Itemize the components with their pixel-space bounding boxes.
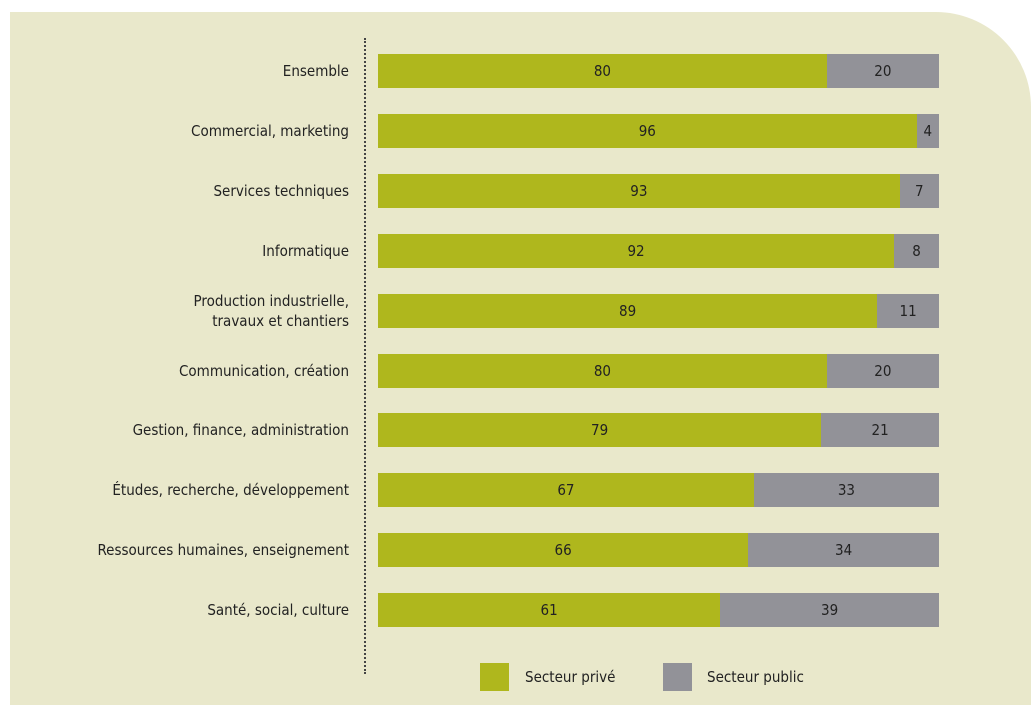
category-axis-line [364,38,366,674]
category-label-line: Ensemble [282,62,349,80]
bar-segment-private: 80 [378,54,827,88]
data-label-private: 80 [593,62,611,80]
bar-segment-public: 21 [821,413,939,448]
data-label-private: 96 [638,121,656,140]
category-label-line: Services techniques [213,181,349,200]
data-label-public: 39 [821,601,839,620]
data-label-private: 66 [554,541,572,560]
data-label-private: 67 [557,481,575,500]
bar-segment-private: 96 [378,113,917,148]
bar-segment-public: 39 [720,593,939,628]
category-label: Santé, social, culture [207,600,349,620]
category-label-line: Gestion, finance, administration [132,421,349,440]
data-label-public: 34 [835,541,853,560]
data-label-public: 20 [874,62,892,80]
bar-segment-private: 66 [378,533,749,568]
category-label: Études, recherche, développement [112,480,349,500]
category-label-line: Ressources humaines, enseignement [97,541,349,560]
category-label-line: Informatique [262,241,349,260]
data-label-private: 92 [627,241,645,260]
category-label: Commercial, marketing [191,121,349,141]
category-label-line: Commercial, marketing [191,121,349,140]
category-label-line: Études, recherche, développement [112,481,349,500]
bar-segment-public: 20 [826,353,939,388]
bar-segment-public: 33 [753,473,939,508]
bar-segment-private: 93 [378,173,900,208]
bar-segment-private: 61 [378,593,721,628]
legend-swatch-public [663,663,692,691]
category-label-line: Production industrielle, [193,291,349,310]
category-label: Ressources humaines, enseignement [97,540,349,560]
category-label-line: Communication, création [179,361,349,380]
legend-label-private: Secteur privé [525,668,616,686]
data-label-private: 89 [619,301,637,320]
bar-segment-public: 7 [899,173,939,208]
data-label-private: 80 [593,361,611,380]
data-label-public: 8 [912,241,921,260]
category-label: Production industrielle, travaux et chant… [194,291,349,331]
category-label: Gestion, finance, administration [133,420,349,440]
data-label-public: 20 [874,361,892,380]
data-label-public: 21 [871,421,889,440]
data-label-public: 11 [899,301,917,320]
data-label-private: 61 [540,601,558,620]
category-label-line: travaux et chantiers [212,311,349,330]
category-label: Ensemble [283,61,349,81]
category-label: Communication, création [179,361,349,381]
bar-segment-private: 79 [378,413,822,448]
data-label-public: 4 [923,121,933,140]
bar-segment-private: 80 [378,353,827,388]
bar-segment-private: 92 [378,233,895,268]
bar-segment-public: 34 [748,533,939,568]
legend-swatch-private [480,663,509,691]
bar-segment-public: 11 [877,293,939,328]
legend-label-public: Secteur public [707,668,804,686]
bar-segment-public: 8 [894,233,939,268]
category-label: Services techniques [213,181,349,201]
data-label-private: 93 [630,181,648,200]
bar-segment-private: 89 [378,293,878,328]
bar-segment-public: 20 [826,54,939,88]
bar-segment-public: 4 [916,113,939,148]
category-label: Informatique [262,241,349,261]
data-label-public: 33 [837,481,855,500]
bar-segment-private: 67 [378,473,754,508]
data-label-private: 79 [591,421,609,440]
category-label-line: Santé, social, culture [207,601,349,620]
data-label-public: 7 [915,181,924,200]
